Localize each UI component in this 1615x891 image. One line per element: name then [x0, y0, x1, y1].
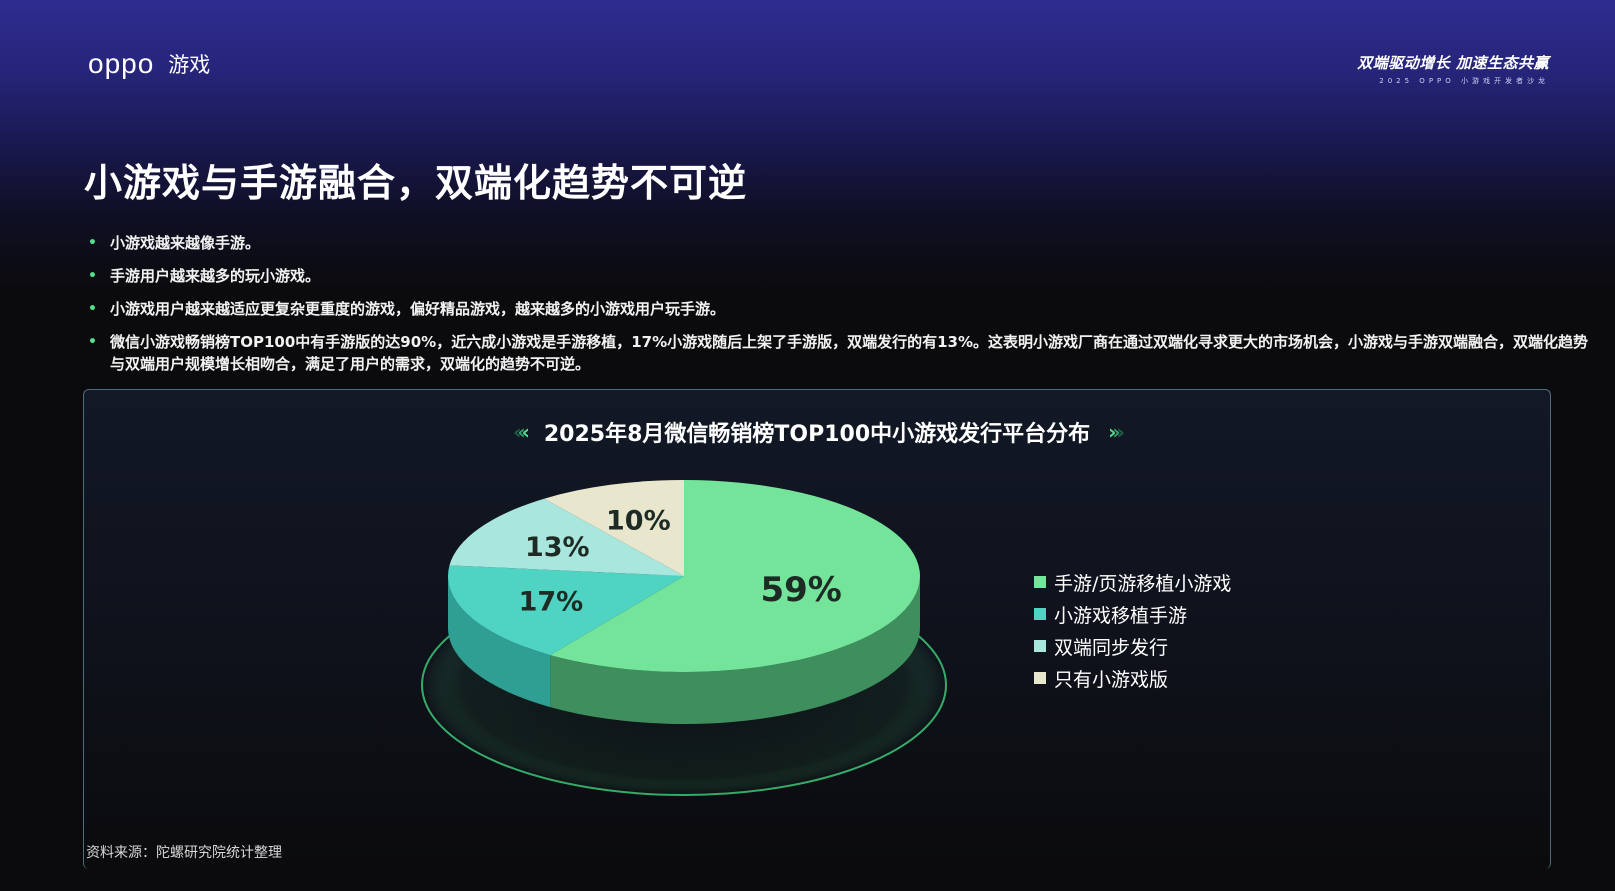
chart-legend: 手游/页游移植小游戏 小游戏移植手游 双端同步发行 只有小游戏版 [1034, 566, 1231, 694]
legend-item: 双端同步发行 [1034, 630, 1231, 662]
legend-label: 双端同步发行 [1054, 636, 1169, 659]
bullet-text: 小游戏用户越来越适应更复杂更重度的游戏，偏好精品游戏，越来越多的小游戏用户玩手游… [110, 300, 726, 318]
event-subtitle: 2025 OPPO 小游戏开发者沙龙 [1379, 77, 1549, 85]
legend-label: 小游戏移植手游 [1054, 604, 1188, 627]
pie-slice-side [448, 576, 551, 708]
bullet-dot-icon: • [88, 235, 97, 251]
bullet-text: 小游戏越来越像手游。 [110, 234, 261, 252]
brand-logo: oppo [88, 48, 155, 79]
legend-item: 手游/页游移植小游戏 [1034, 566, 1231, 598]
pie-slice [550, 480, 920, 672]
legend-item: 小游戏移植手游 [1034, 598, 1231, 630]
pie-data-label: 17% [519, 587, 584, 618]
legend-swatch [1034, 576, 1046, 588]
pie-slice [448, 565, 684, 656]
chart-panel: ‹‹‹ 2025年8月微信畅销榜TOP100中小游戏发行平台分布 ››› 59%… [83, 389, 1551, 869]
pie-slice [449, 498, 684, 576]
bullet-item: • 小游戏用户越来越适应更复杂更重度的游戏，偏好精品游戏，越来越多的小游戏用户玩手… [88, 298, 1588, 320]
chart-title-row: ‹‹‹ 2025年8月微信畅销榜TOP100中小游戏发行平台分布 ››› [84, 416, 1550, 448]
bullet-list: • 小游戏越来越像手游。 • 手游用户越来越多的玩小游戏。 • 小游戏用户越来越适应更… [88, 232, 1588, 386]
source-note: 资料来源：陀螺研究院统计整理 [86, 845, 282, 861]
bullet-text: 微信小游戏畅销榜TOP100中有手游版的达90%，近六成小游戏是手游移植，17%… [110, 333, 1589, 373]
legend-label: 手游/页游移植小游戏 [1054, 572, 1232, 595]
pie-data-label: 10% [606, 505, 671, 536]
pie-data-label: 59% [760, 570, 841, 610]
brand: oppo 游戏 [88, 48, 210, 80]
bullet-dot-icon: • [88, 268, 97, 284]
brand-subtitle: 游戏 [168, 53, 211, 77]
pie-slice [544, 480, 684, 576]
bullet-dot-icon: • [88, 301, 97, 317]
bullet-dot-icon: • [88, 334, 97, 350]
pie-chart: 59% 17% 13% 10% [421, 480, 947, 796]
bullet-item: • 手游用户越来越多的玩小游戏。 [88, 265, 1588, 287]
pie-slice-side [550, 576, 920, 724]
bullet-item: • 微信小游戏畅销榜TOP100中有手游版的达90%，近六成小游戏是手游移植，17… [88, 331, 1588, 375]
bullet-text: 手游用户越来越多的玩小游戏。 [110, 267, 321, 285]
bullet-item: • 小游戏越来越像手游。 [88, 232, 1588, 254]
pie-data-label: 13% [525, 532, 590, 563]
page-title: 小游戏与手游融合，双端化趋势不可逆 [84, 161, 748, 205]
legend-swatch [1034, 672, 1046, 684]
legend-swatch [1034, 640, 1046, 652]
chart-title: 2025年8月微信畅销榜TOP100中小游戏发行平台分布 [543, 422, 1091, 447]
legend-label: 只有小游戏版 [1054, 668, 1169, 691]
event-badge: 双端驱动增长 加速生态共赢 2025 OPPO 小游戏开发者沙龙 [1357, 52, 1549, 86]
legend-item: 只有小游戏版 [1034, 662, 1231, 694]
legend-swatch [1034, 608, 1046, 620]
event-title: 双端驱动增长 加速生态共赢 [1357, 54, 1549, 72]
